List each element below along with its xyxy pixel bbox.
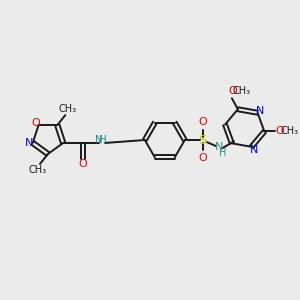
Text: N: N: [95, 135, 103, 145]
Text: CH₃: CH₃: [280, 127, 298, 136]
Text: O: O: [198, 153, 207, 163]
Text: N: N: [250, 145, 259, 155]
Text: O: O: [229, 86, 237, 96]
Text: CH₃: CH₃: [58, 104, 76, 114]
Text: CH₃: CH₃: [233, 86, 251, 96]
Text: O: O: [198, 117, 207, 127]
Text: O: O: [79, 159, 88, 169]
Text: O: O: [275, 127, 284, 136]
Text: N: N: [214, 142, 223, 152]
Text: H: H: [219, 148, 226, 158]
Text: CH₃: CH₃: [29, 165, 47, 175]
Text: N: N: [256, 106, 265, 116]
Text: O: O: [31, 118, 40, 128]
Text: N: N: [25, 138, 33, 148]
Text: H: H: [99, 135, 107, 145]
Text: S: S: [199, 134, 207, 146]
